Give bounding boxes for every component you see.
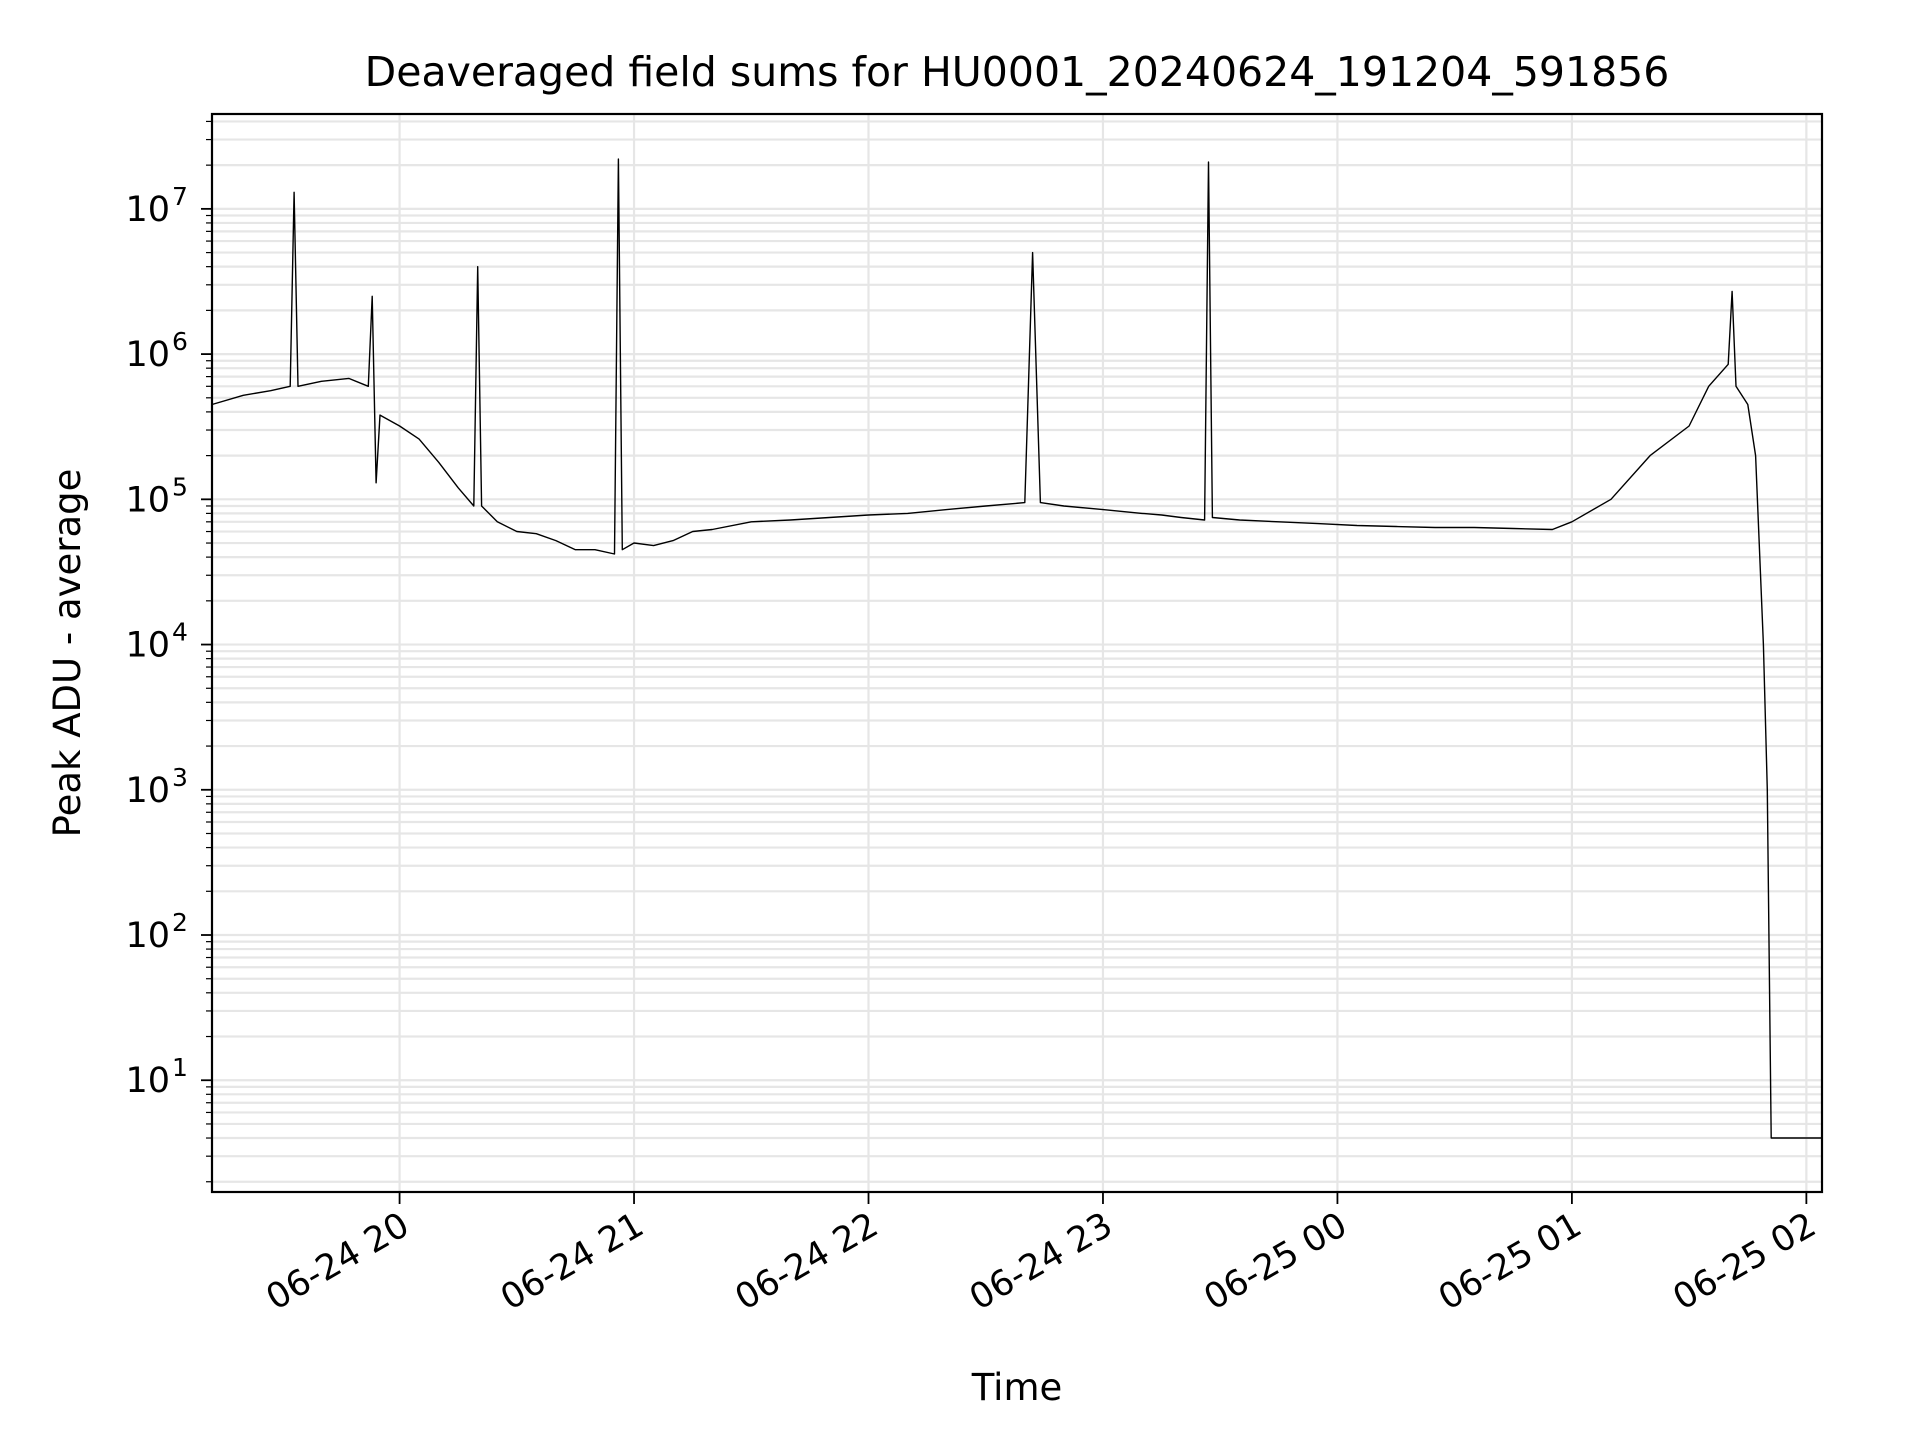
x-axis-label: Time [971, 1366, 1063, 1409]
y-tick-exponent: 1 [172, 1053, 188, 1082]
x-tick-label: 06-25 00 [1198, 1205, 1354, 1318]
grid [212, 114, 1822, 1192]
y-tick-exponent: 7 [172, 182, 188, 211]
y-tick-label: 10 [125, 916, 170, 956]
y-tick-label: 10 [125, 626, 170, 666]
y-tick-exponent: 3 [172, 763, 188, 792]
y-axis-label: Peak ADU - average [46, 469, 89, 838]
y-tick-label: 10 [125, 190, 170, 230]
series-line [211, 158, 1822, 1139]
x-tick-label: 06-25 02 [1667, 1205, 1823, 1318]
y-tick-label: 10 [125, 1061, 170, 1101]
y-tick-exponent: 2 [172, 908, 188, 937]
y-tick-label: 10 [125, 480, 170, 520]
x-tick-label: 06-24 23 [963, 1205, 1119, 1318]
x-tick-label: 06-24 20 [260, 1205, 416, 1318]
x-tick-label: 06-24 22 [729, 1205, 885, 1318]
y-tick-label: 10 [125, 335, 170, 375]
y-tick-exponent: 4 [172, 618, 188, 647]
plot-frame [210, 112, 1824, 1194]
x-tick-label: 06-24 21 [494, 1205, 650, 1318]
x-tick-label: 06-25 01 [1432, 1205, 1588, 1318]
y-tick-label: 10 [125, 771, 170, 811]
y-tick-exponent: 5 [172, 472, 188, 501]
chart-title: Deaveraged field sums for HU0001_2024062… [365, 48, 1670, 96]
y-tick-exponent: 6 [172, 327, 188, 356]
